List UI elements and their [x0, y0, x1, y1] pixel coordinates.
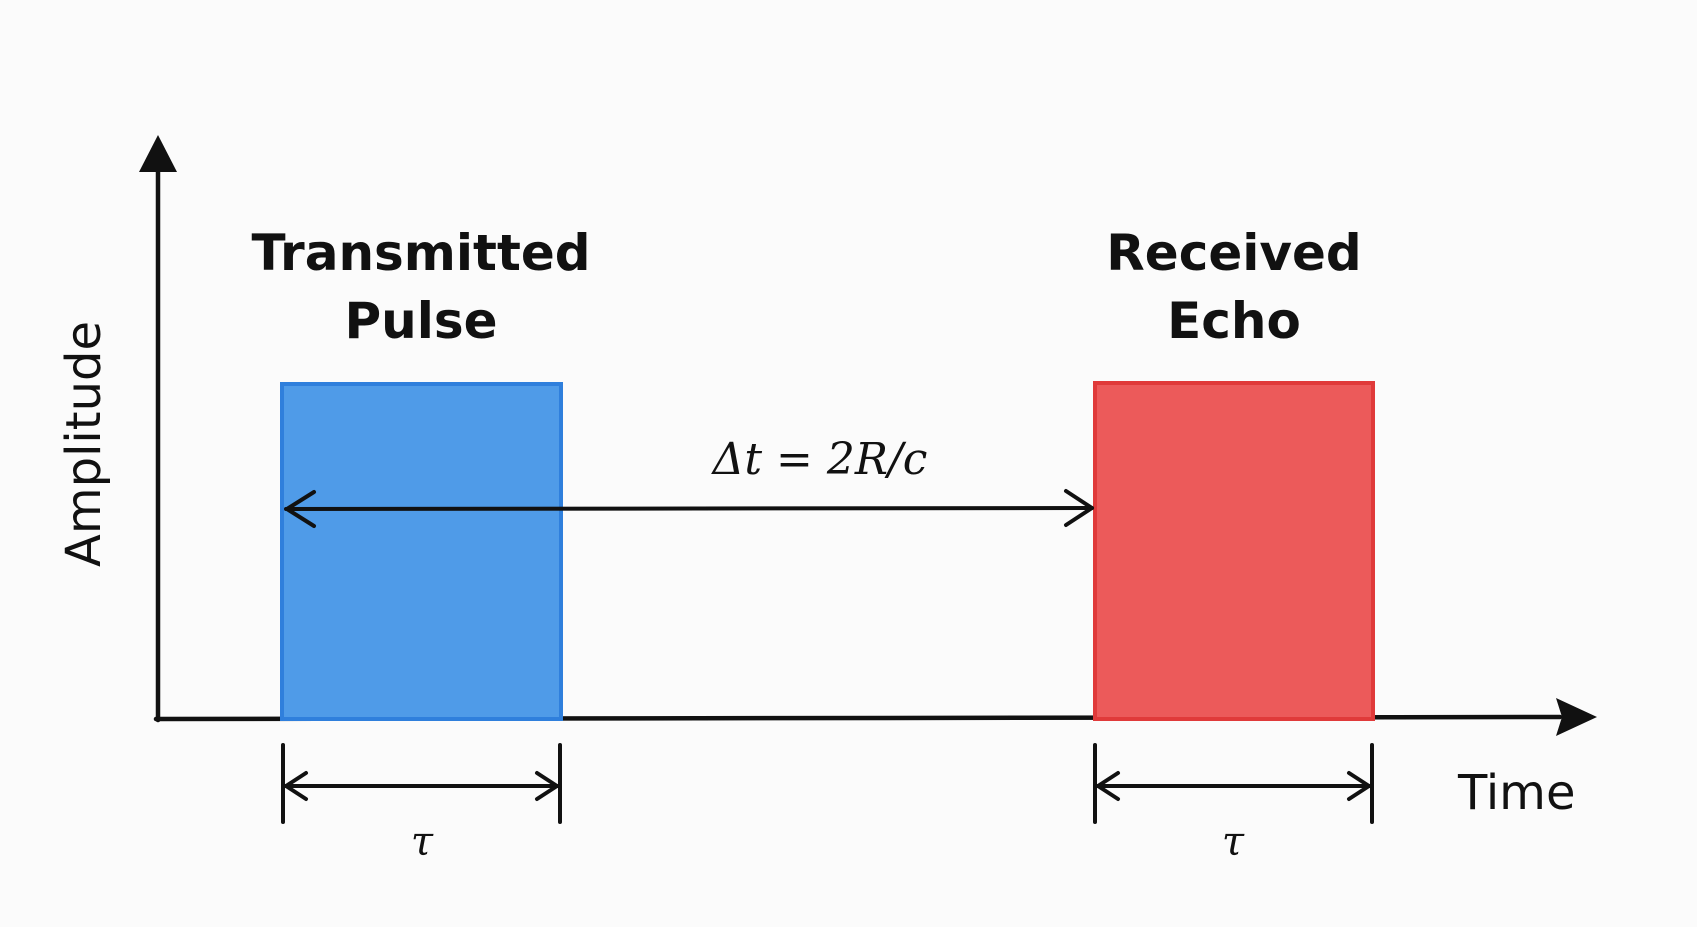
delay-arrow-line [284, 506, 1094, 511]
received-width-arrowhead-right [1347, 771, 1371, 801]
transmitted-pulse-label-line2: Pulse [344, 292, 497, 350]
transmitted-width-arrowhead-right [535, 771, 559, 801]
received-echo-label-line2: Echo [1167, 292, 1301, 350]
received-width-label: τ [1222, 819, 1245, 865]
received-echo-outline [1093, 381, 1375, 721]
y-axis-arrowhead [139, 135, 177, 172]
delay-label: Δt = 2R/c [711, 434, 928, 485]
received-echo-label-line1: Received [1106, 224, 1361, 282]
x-axis-arrowhead [1556, 698, 1597, 736]
received-width-arrowhead-left [1096, 771, 1120, 801]
received-echo [1095, 383, 1373, 719]
delay-arrowhead-left [285, 490, 316, 528]
x-axis-label: Time [1457, 765, 1575, 821]
transmitted-width-label: τ [411, 819, 434, 865]
transmitted-pulse-label-line1: Transmitted [251, 224, 590, 282]
delay-arrowhead-right [1064, 489, 1094, 527]
transmitted-width-arrowhead-left [284, 771, 308, 801]
transmitted-pulse [280, 382, 563, 721]
y-axis-label: Amplitude [56, 321, 112, 567]
transmitted-pulse-outline [280, 382, 563, 721]
